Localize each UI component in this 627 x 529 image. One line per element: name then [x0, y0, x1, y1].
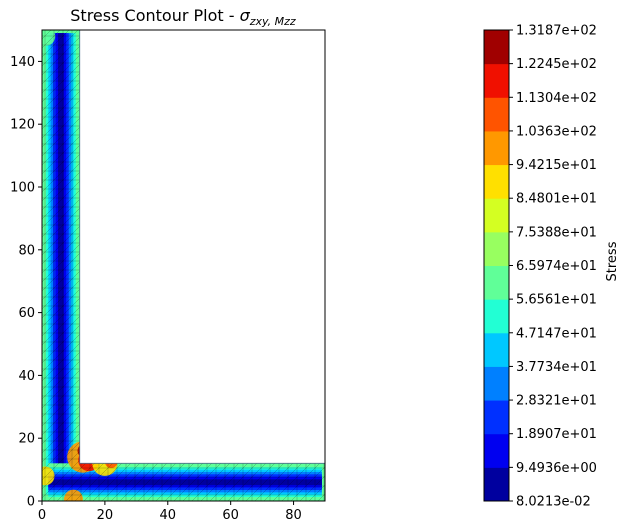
- mesh-overlay: [42, 30, 325, 501]
- x-tick-label: 80: [285, 508, 302, 523]
- colorbar-segment: [484, 265, 509, 300]
- colorbar-segment: [484, 130, 509, 166]
- colorbar-tick-label: 7.5388e+01: [516, 225, 597, 240]
- y-tick-label: 0: [27, 495, 35, 510]
- colorbar-tick-label: 1.1304e+02: [516, 91, 597, 106]
- x-tick-label: 20: [97, 508, 114, 523]
- colorbar-tick-label: 3.7734e+01: [516, 360, 597, 375]
- colorbar-tick-label: 9.4936e+00: [516, 461, 597, 476]
- y-tick-label: 40: [18, 369, 35, 384]
- section-outline: [41, 29, 326, 502]
- colorbar-tick-label: 1.8907e+01: [516, 427, 597, 442]
- colorbar-tick-label: 1.0363e+02: [516, 124, 597, 139]
- colorbar-tick-label: 8.4801e+01: [516, 192, 597, 207]
- colorbar-tick-label: 8.0213e-02: [516, 495, 591, 510]
- x-tick-label: 0: [38, 508, 46, 523]
- y-tick-label: 100: [10, 181, 35, 196]
- colorbar: 8.0213e-02 9.4936e+00 1.8907e+01 2.8321e+01…: [483, 24, 597, 510]
- chart-title: Stress Contour Plot - σzxy, Mzz: [70, 6, 296, 28]
- colorbar-segment: [484, 231, 509, 266]
- colorbar-tick-label: 2.8321e+01: [516, 394, 597, 409]
- y-tick-label: 120: [10, 118, 35, 133]
- colorbar-segment: [484, 366, 509, 401]
- colorbar-segment: [484, 467, 509, 502]
- colorbar-segment: [484, 63, 509, 98]
- colorbar-segment: [484, 400, 509, 435]
- colorbar-tick-label: 9.4215e+01: [516, 158, 597, 173]
- y-tick-label: 20: [18, 432, 35, 447]
- y-tick-label: 140: [10, 55, 35, 70]
- colorbar-segment: [484, 299, 509, 334]
- colorbar-label: Stress: [605, 241, 620, 281]
- y-axis: 0 20 40 60 80 100 120 140: [10, 55, 42, 510]
- colorbar-tick-label: 6.5974e+01: [516, 259, 597, 274]
- x-tick-label: 60: [222, 508, 239, 523]
- x-axis: 0 20 40 60 80: [38, 501, 302, 523]
- x-tick-label: 40: [160, 508, 177, 523]
- stress-field: [42, 30, 325, 501]
- stress-band: [42, 30, 325, 501]
- colorbar-tick-label: 1.3187e+02: [516, 24, 597, 39]
- title-math-symbol: σ: [240, 6, 251, 25]
- colorbar-segment: [484, 97, 509, 132]
- colorbar-tick-label: 1.2245e+02: [516, 57, 597, 72]
- colorbar-segment: [484, 198, 509, 233]
- plot-area: 0 20 40 60 80 0 20 40 60 80 100 120 140: [10, 29, 326, 523]
- y-tick-label: 60: [18, 306, 35, 321]
- title-math-subscript: zxy, Mzz: [249, 15, 296, 28]
- axes-frame: [41, 29, 326, 502]
- colorbar-tick-label: 4.7147e+01: [516, 326, 597, 341]
- colorbar-segment: [484, 164, 509, 199]
- colorbar-segment: [484, 433, 509, 468]
- colorbar-segment: [484, 332, 509, 367]
- y-tick-label: 80: [18, 243, 35, 258]
- colorbar-tick-label: 5.6561e+01: [516, 293, 597, 308]
- colorbar-segment: [484, 30, 509, 65]
